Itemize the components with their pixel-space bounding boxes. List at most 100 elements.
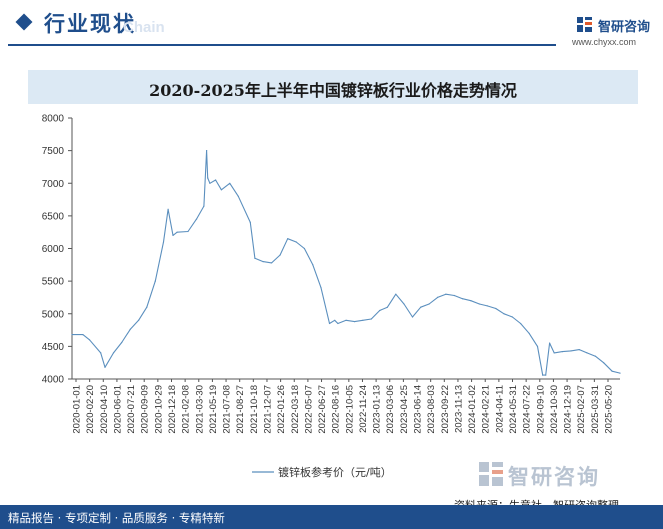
x-tick-label: 2024-07-22 <box>522 385 533 434</box>
x-tick-label: 2022-08-16 <box>331 385 342 434</box>
data-point <box>154 280 156 282</box>
y-tick-label: 5500 <box>42 277 65 288</box>
data-point <box>420 306 422 308</box>
data-point <box>370 318 372 320</box>
data-point <box>594 355 597 357</box>
data-point <box>88 339 91 341</box>
x-tick-label: 2024-04-11 <box>494 385 505 433</box>
data-point <box>528 332 530 334</box>
header: 行业现状 Chain 智研咨询 www.chyxx.com <box>0 0 663 50</box>
x-tick-label: 2020-10-29 <box>153 385 164 434</box>
data-point <box>100 352 102 354</box>
brand-name: 智研咨询 <box>598 20 651 35</box>
series-line <box>72 150 621 376</box>
data-point <box>220 189 222 191</box>
x-tick-label: 2022-11-24 <box>358 385 369 433</box>
data-point <box>549 342 551 344</box>
x-tick-label: 2020-12-18 <box>167 385 178 434</box>
data-point <box>167 208 169 210</box>
x-tick-label: 2023-11-13 <box>453 385 464 433</box>
x-axis: 2020-01-01 2020-02-20 2020-04-10 2020-06-01… <box>72 378 620 434</box>
data-point <box>395 293 397 295</box>
data-point <box>520 322 522 325</box>
x-tick-label: 2023-03-06 <box>385 385 396 434</box>
x-tick-label: 2020-07-21 <box>126 385 137 434</box>
logo-mark-icon <box>479 462 503 486</box>
data-point <box>203 205 205 207</box>
section-ghost-text: Chain <box>123 19 165 36</box>
data-point <box>478 303 480 305</box>
data-point <box>379 309 381 312</box>
x-tick-label: 2020-04-10 <box>99 385 110 434</box>
x-tick-label: 2024-02-21 <box>481 385 492 434</box>
legend-label: 镀锌板参考价（元/吨） <box>278 465 392 479</box>
data-point <box>578 349 580 351</box>
data-point <box>82 334 84 336</box>
x-tick-label: 2025-05-20 <box>604 385 615 434</box>
data-point <box>362 319 364 321</box>
data-point <box>303 247 305 250</box>
y-tick-label: 8000 <box>42 114 65 125</box>
header-divider <box>8 44 556 46</box>
data-point <box>553 352 555 354</box>
brand-logo-icon <box>577 17 592 32</box>
brand-url: www.chyxx.com <box>572 37 637 47</box>
data-point <box>328 322 331 325</box>
x-tick-label: 2021-03-30 <box>194 385 205 434</box>
chart-title: 2020-2025年上半年中国镀锌板行业价格走势情况 <box>149 81 517 100</box>
x-tick-label: 2022-05-07 <box>303 385 314 434</box>
x-tick-label: 2025-02-07 <box>576 385 587 434</box>
x-tick-label: 2023-09-22 <box>440 385 451 434</box>
x-tick-label: 2022-01-26 <box>276 385 287 434</box>
data-point <box>495 307 497 310</box>
data-point <box>536 345 539 347</box>
x-tick-label: 2021-07-08 <box>222 385 233 434</box>
data-point <box>570 350 572 352</box>
y-tick-label: 6500 <box>42 211 65 222</box>
x-tick-label: 2020-01-01 <box>72 385 83 434</box>
data-point <box>403 303 405 305</box>
y-tick-label: 5000 <box>42 309 65 320</box>
data-point <box>215 179 217 181</box>
x-tick-label: 2022-03-18 <box>290 385 301 434</box>
x-tick-label: 2024-12-19 <box>563 385 574 434</box>
y-tick-label: 7500 <box>42 146 65 157</box>
data-point <box>542 374 544 376</box>
data-point <box>354 321 356 323</box>
line-chart: 4000 4500 5000 5500 6000 6500 7000 7500 8000 202… <box>42 114 621 479</box>
data-point <box>619 372 621 374</box>
data-point <box>428 303 430 305</box>
y-tick-label: 4000 <box>42 375 65 386</box>
x-tick-label: 2022-10-05 <box>344 385 355 434</box>
data-point <box>486 305 488 307</box>
data-point <box>176 231 178 233</box>
y-tick-label: 6000 <box>42 244 65 255</box>
data-point <box>334 319 336 321</box>
data-point <box>287 238 289 240</box>
y-tick-label: 4500 <box>42 342 65 353</box>
data-point <box>129 328 131 330</box>
data-point <box>262 261 264 263</box>
data-point <box>271 262 273 264</box>
data-point <box>611 370 613 372</box>
data-point <box>121 341 123 344</box>
data-point <box>187 230 189 233</box>
x-tick-label: 2025-03-31 <box>590 385 601 434</box>
legend: 镀锌板参考价（元/吨） <box>252 465 392 479</box>
x-tick-label: 2024-05-31 <box>508 385 519 434</box>
data-point <box>138 319 140 321</box>
bottom-logo-name: 智研咨询 <box>508 465 600 489</box>
data-point <box>195 218 198 220</box>
data-point <box>586 352 588 354</box>
plot-area <box>71 150 621 376</box>
data-point <box>254 257 256 259</box>
data-point <box>603 362 605 364</box>
chart-title-band: 2020-2025年上半年中国镀锌板行业价格走势情况 <box>28 70 638 104</box>
data-point <box>209 182 211 184</box>
data-point <box>206 150 208 152</box>
x-tick-label: 2021-12-07 <box>262 385 273 434</box>
data-point <box>162 241 165 243</box>
x-tick-label: 2023-06-14 <box>413 385 424 434</box>
x-tick-label: 2024-09-10 <box>535 385 546 434</box>
data-point <box>453 294 455 297</box>
